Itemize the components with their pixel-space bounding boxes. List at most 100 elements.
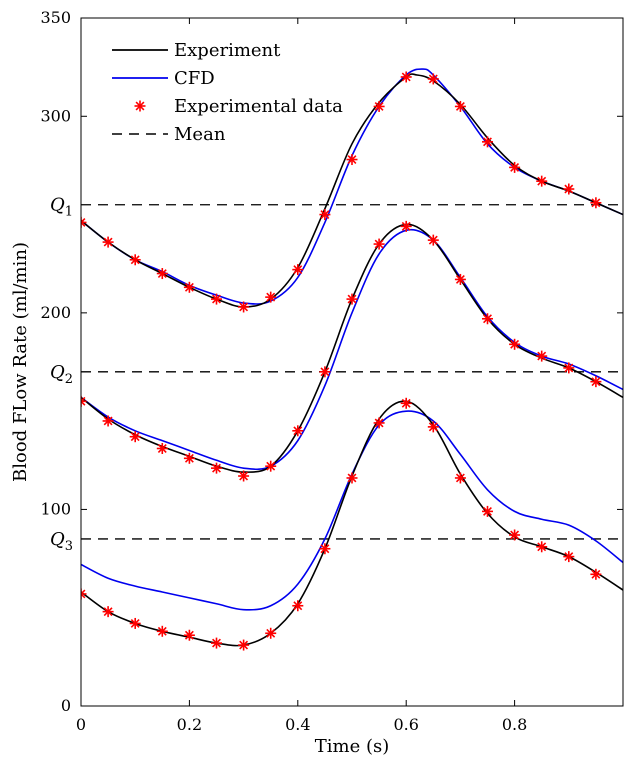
data-point: [265, 460, 277, 472]
x-axis-label: Time (s): [315, 736, 390, 757]
star-stroke: [239, 302, 249, 312]
star-stroke: [537, 351, 547, 361]
star-stroke: [564, 184, 574, 194]
star-stroke: [428, 235, 438, 245]
data-point: [563, 362, 575, 374]
star-stroke: [374, 102, 384, 111]
star-stroke: [212, 638, 221, 648]
mean-label-subscript: 2: [65, 372, 73, 387]
data-point: [590, 376, 602, 388]
x-tick-label: 0: [76, 715, 86, 734]
star-stroke: [157, 444, 167, 453]
legend: Experiment CFD Experimental data Mean: [112, 40, 343, 145]
mean-label-q1: Q1: [50, 195, 73, 220]
star-stroke: [81, 217, 86, 224]
data-point: [102, 415, 114, 427]
experiment-line-q3: [81, 400, 623, 647]
data-point: [400, 71, 412, 83]
cfd-line-q2: [81, 228, 623, 471]
star-stroke: [320, 367, 330, 377]
mean-label-subscript: 3: [65, 539, 73, 554]
star-stroke: [591, 377, 601, 387]
series-group-q3: [81, 397, 623, 651]
data-point: [81, 216, 87, 228]
legend-item-experiment: Experiment: [112, 40, 281, 61]
data-point: [509, 529, 521, 541]
star-stroke: [81, 592, 86, 599]
data-point: [238, 470, 250, 482]
legend-label: Experimental data: [174, 96, 343, 117]
data-point: [590, 568, 602, 580]
star-stroke: [428, 422, 438, 432]
star-stroke: [347, 473, 357, 483]
data-point: [482, 505, 493, 517]
star-stroke: [239, 640, 249, 650]
data-point: [183, 629, 195, 641]
data-point: [563, 183, 575, 195]
star-stroke: [184, 630, 194, 640]
star-stroke: [184, 282, 194, 292]
data-point: [373, 417, 385, 429]
star-stroke: [103, 416, 113, 426]
star-stroke: [293, 265, 303, 275]
x-tick-label: 0.6: [393, 715, 418, 734]
axes: Q1 Q2 Q3 0 100 200 300 350 0 0.2 0.4 0.6 0.8: [40, 8, 624, 734]
star-stroke: [374, 418, 384, 428]
data-point: [81, 588, 87, 600]
data-point: [427, 73, 439, 85]
data-point: [346, 472, 358, 484]
star-stroke: [455, 102, 465, 111]
data-point: [156, 625, 168, 637]
star-stroke: [455, 473, 465, 483]
legend-item-cfd: CFD: [112, 68, 215, 89]
data-point: [509, 161, 521, 173]
experiment-line-q2: [81, 223, 623, 473]
legend-label: Experiment: [174, 40, 281, 61]
data-point: [454, 273, 466, 285]
legend-item-data: Experimental data: [134, 96, 343, 117]
data-point: [563, 551, 575, 563]
star-stroke: [130, 432, 140, 442]
star-stroke: [591, 198, 601, 208]
legend-label: CFD: [174, 68, 215, 89]
star-stroke: [401, 72, 411, 82]
data-point: [156, 442, 168, 454]
star-stroke: [510, 530, 520, 540]
data-point: [292, 264, 304, 276]
star-stroke: [266, 461, 276, 471]
star-stroke: [564, 363, 574, 373]
star-stroke: [455, 274, 465, 284]
data-point: [211, 293, 222, 305]
star-stroke: [266, 292, 276, 302]
star-stroke: [320, 210, 330, 220]
data-point: [482, 313, 493, 325]
data-point: [319, 543, 331, 555]
star-stroke: [157, 269, 167, 278]
star-stroke: [401, 398, 411, 408]
star-stroke: [347, 294, 357, 304]
star-stroke: [81, 400, 86, 406]
data-point: [265, 291, 277, 303]
data-point: [129, 431, 141, 443]
data-point: [482, 136, 493, 148]
axes-box: [80, 17, 624, 707]
mean-label-q3: Q3: [50, 529, 73, 554]
star-stroke: [537, 176, 547, 186]
legend-label: Mean: [174, 124, 226, 145]
x-tick-label: 0.2: [177, 715, 202, 734]
y-axis-label: Blood FLow Rate (ml/min): [10, 242, 31, 482]
data-point: [211, 637, 222, 649]
star-stroke: [374, 239, 384, 249]
data-point: [319, 209, 331, 221]
star-stroke: [103, 237, 113, 247]
mean-label-q2: Q2: [50, 362, 73, 387]
data-point: [427, 421, 439, 433]
series-group-q1: [81, 68, 623, 313]
data-point: [292, 600, 304, 612]
data-point: [454, 472, 466, 484]
star-stroke: [81, 396, 86, 403]
data-point: [373, 238, 385, 250]
y-tick-label: 300: [40, 106, 71, 125]
data-point: [102, 236, 114, 248]
